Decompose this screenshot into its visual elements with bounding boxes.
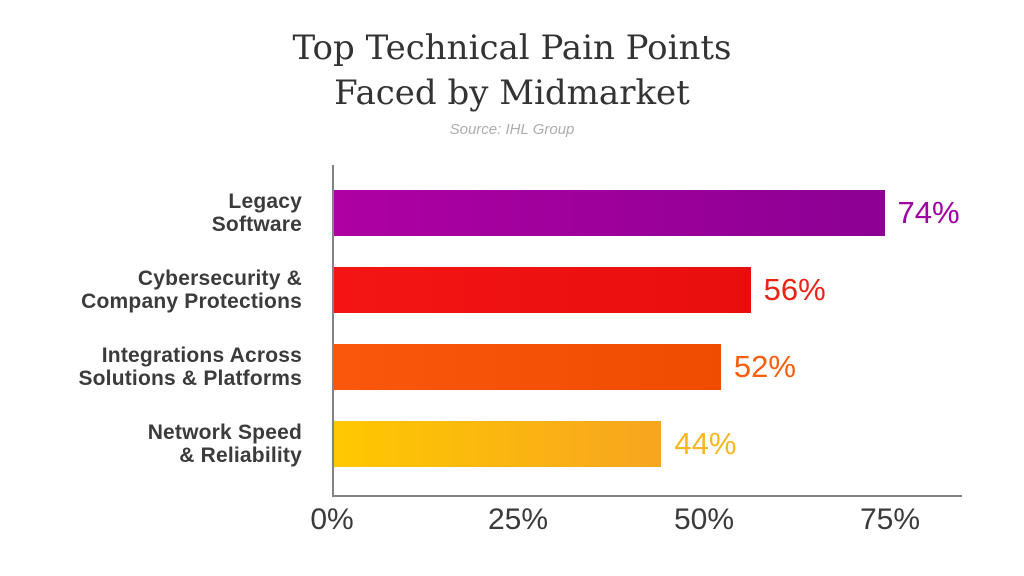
chart-title: Top Technical Pain Points Faced by Midma… <box>0 26 1024 116</box>
x-tick-0: 0% <box>310 503 354 536</box>
value-label-cybersecurity: 56% <box>763 272 826 307</box>
chart-title-line2: Faced by Midmarket <box>334 73 690 113</box>
bar-row: 44% <box>334 421 962 467</box>
plot-area: 74% 56% 52% 44% <box>332 165 962 497</box>
value-label-integrations: 52% <box>733 349 796 384</box>
bar-cybersecurity <box>334 267 751 313</box>
chart-source: Source: IHL Group <box>449 121 575 138</box>
value-label-legacy-software: 74% <box>897 195 960 230</box>
bar-legacy-software <box>334 190 885 236</box>
x-tick-25: 25% <box>487 503 549 536</box>
x-axis-ticks: 0% 25% 50% 75% <box>310 503 962 543</box>
bar-row: 74% <box>334 190 962 236</box>
category-label-cybersecurity: Cybersecurity & Company Protections <box>81 267 302 313</box>
bar-row: 52% <box>334 344 962 390</box>
category-label-integrations: Integrations Across Solutions & Platform… <box>78 344 302 390</box>
value-label-network-speed: 44% <box>674 426 737 461</box>
category-axis-labels: Legacy Software Cybersecurity & Company … <box>0 165 302 522</box>
bar-integrations <box>334 344 721 390</box>
bar-row: 56% <box>334 267 962 313</box>
bar-network-speed <box>334 421 662 467</box>
x-tick-50: 50% <box>673 503 735 536</box>
category-label-legacy-software: Legacy Software <box>211 190 302 236</box>
x-tick-75: 75% <box>859 503 921 536</box>
category-label-network-speed: Network Speed & Reliability <box>147 421 302 467</box>
chart-title-line1: Top Technical Pain Points <box>292 28 732 68</box>
